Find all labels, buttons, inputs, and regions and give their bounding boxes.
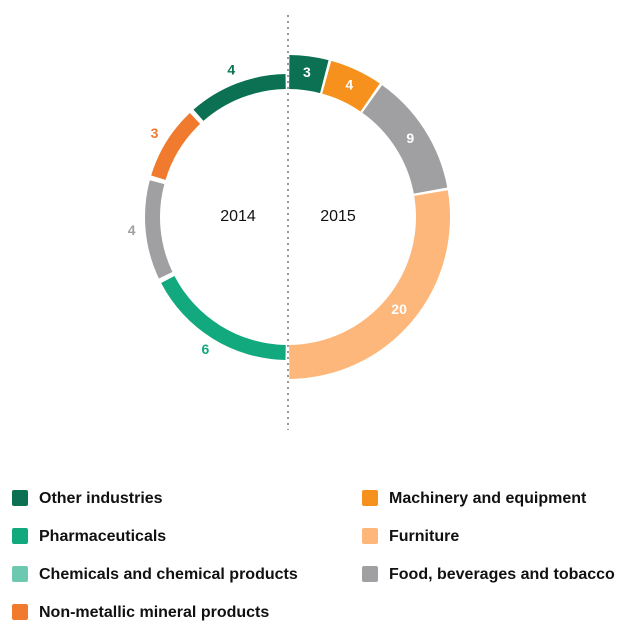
legend-label: Other industries — [39, 490, 163, 507]
legend-swatch — [362, 566, 378, 582]
legend-label: Chemicals and chemical products — [39, 566, 298, 583]
value-label: 3 — [303, 64, 311, 80]
legend-swatch — [362, 490, 378, 506]
legend-swatch — [362, 528, 378, 544]
segment — [362, 85, 448, 194]
legend-label: Furniture — [389, 528, 459, 545]
legend-swatch — [12, 528, 28, 544]
value-label: 20 — [391, 301, 407, 317]
value-label: 4 — [227, 61, 235, 77]
legend-label: Pharmaceuticals — [39, 528, 166, 545]
value-label: 9 — [406, 130, 414, 146]
value-label: 6 — [201, 341, 209, 357]
segment — [322, 60, 380, 112]
legend-swatch — [12, 604, 28, 620]
segment — [289, 55, 329, 94]
segment — [193, 74, 286, 121]
year-label: 2015 — [320, 208, 356, 225]
legend-label: Food, beverages and tobacco — [389, 566, 615, 583]
legend-swatch — [12, 490, 28, 506]
value-label: 4 — [345, 76, 353, 92]
legend-label: Machinery and equipment — [389, 490, 587, 507]
year-label: 2014 — [220, 208, 256, 225]
segment — [289, 190, 450, 379]
segment — [161, 276, 286, 360]
segment — [144, 180, 173, 279]
legend-swatch — [12, 566, 28, 582]
value-label: 3 — [151, 125, 159, 141]
legend-label: Non-metallic mineral products — [39, 604, 269, 621]
value-label: 4 — [128, 222, 136, 238]
segment — [151, 113, 201, 180]
